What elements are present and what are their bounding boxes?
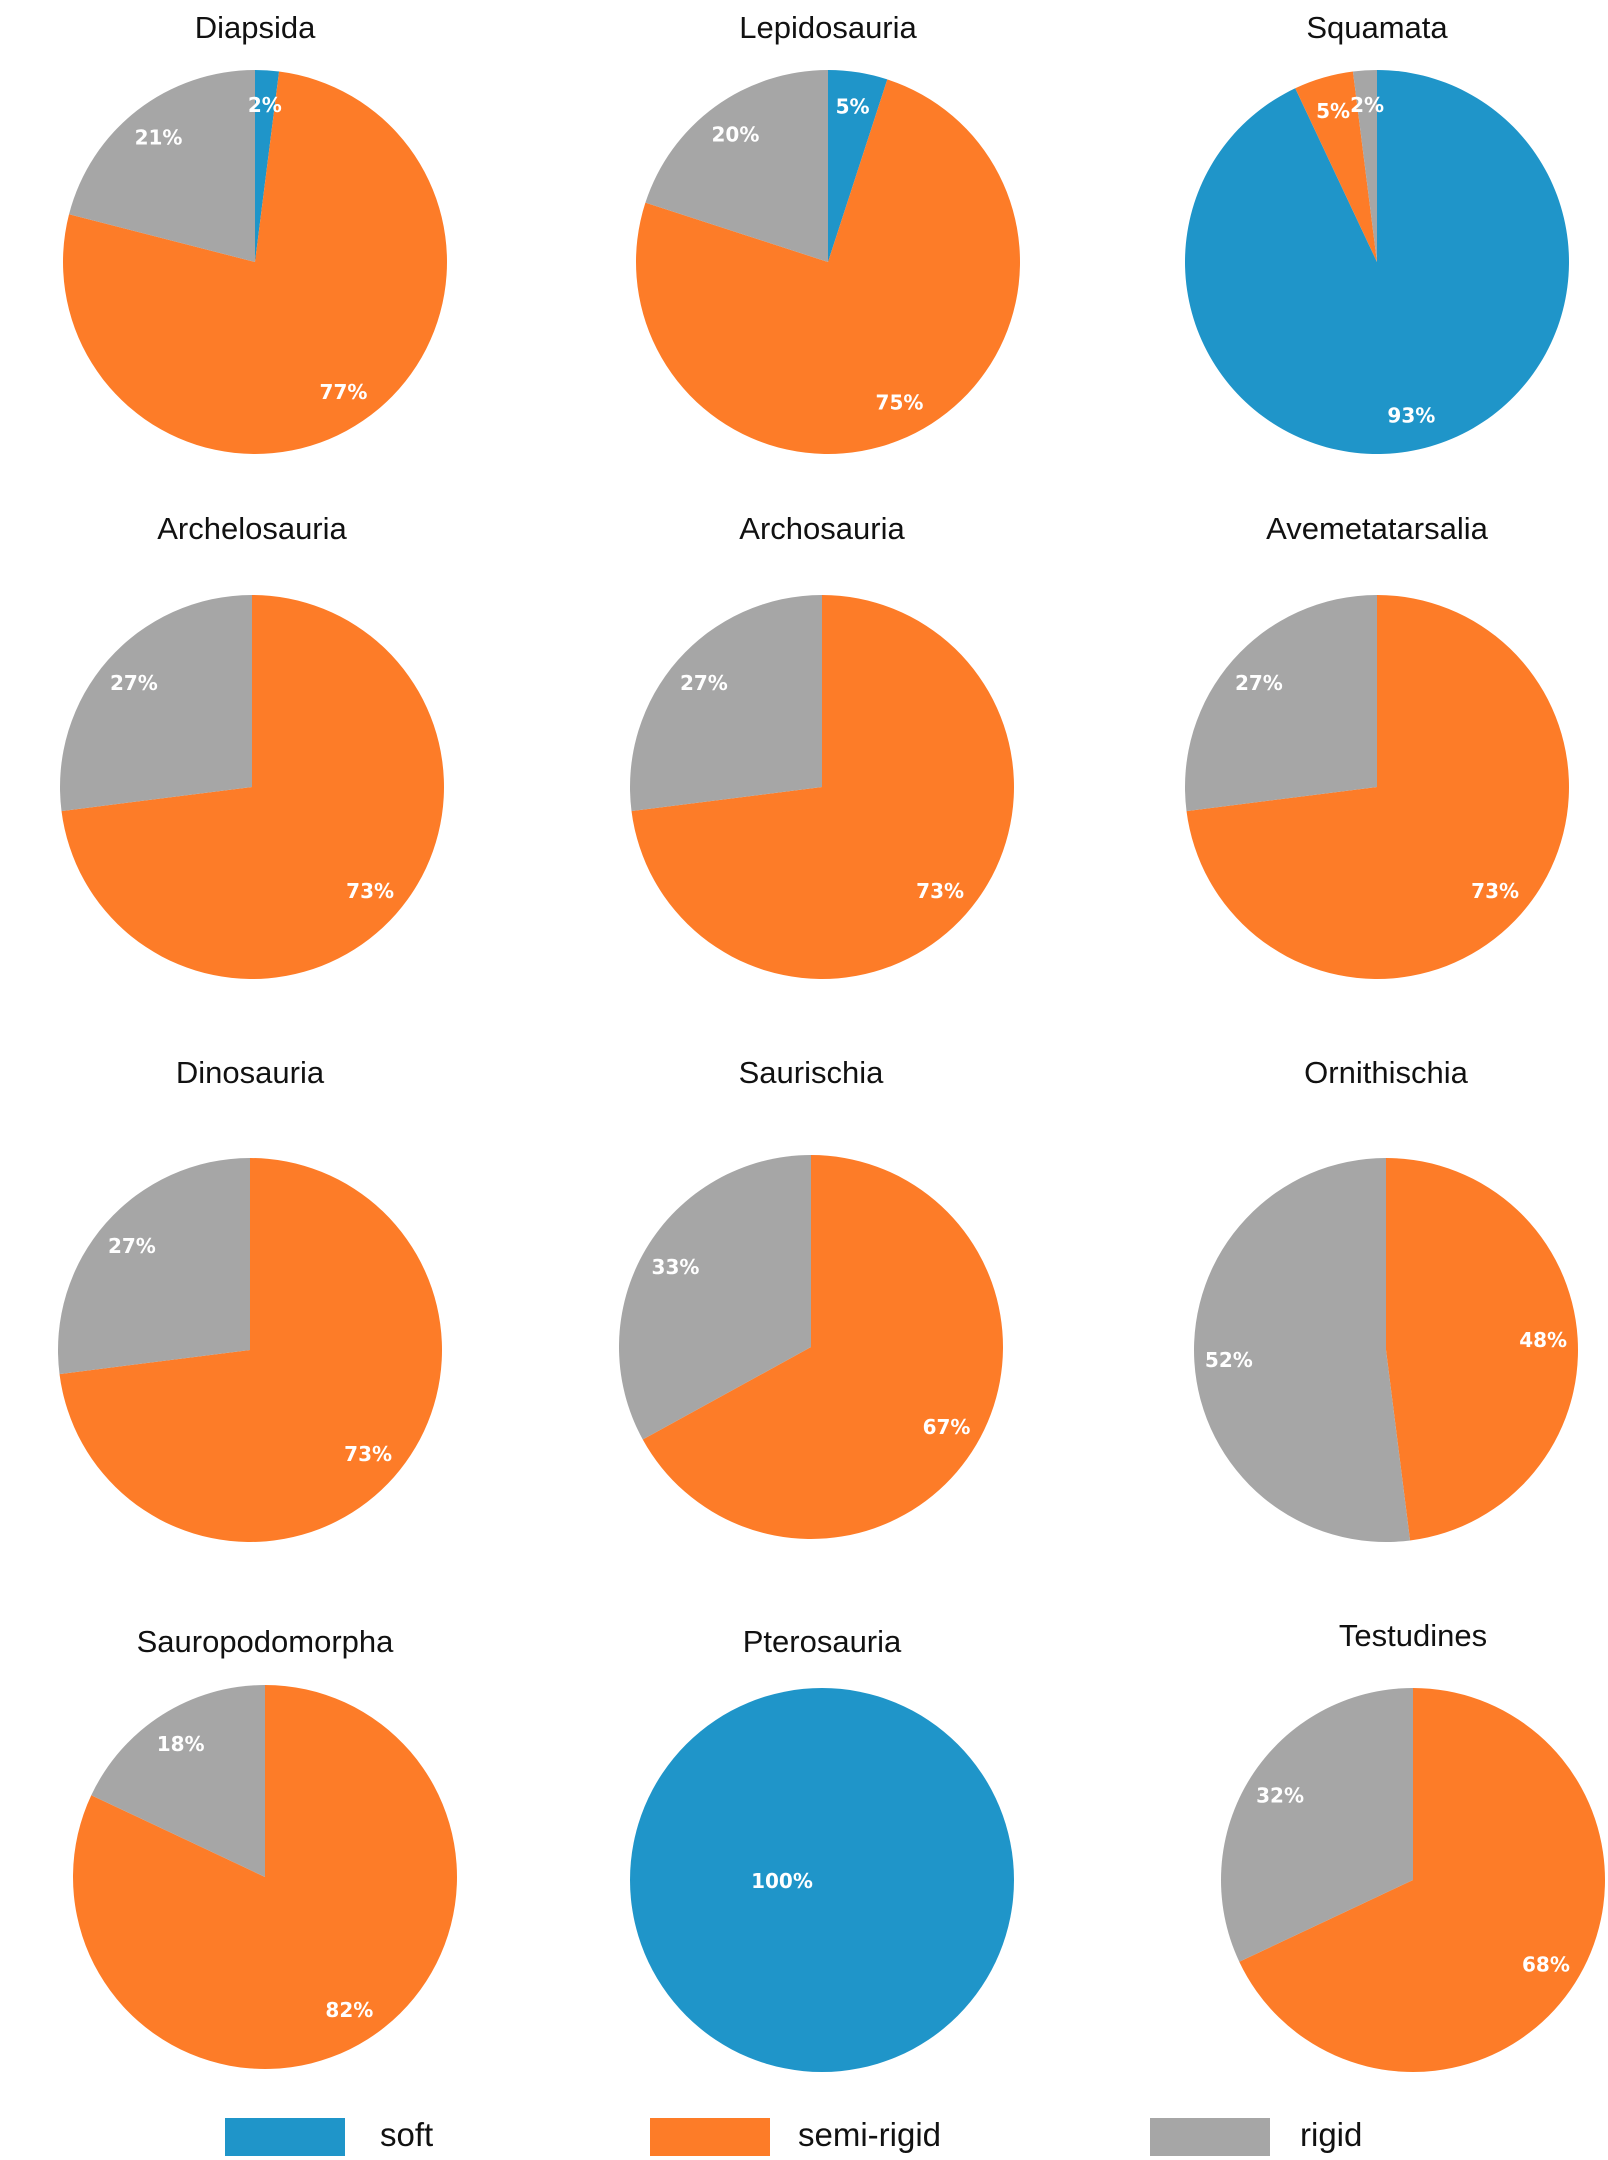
pie-title: Dinosauria [175, 1055, 325, 1090]
pie-title: Pterosauria [742, 1624, 902, 1659]
slice-label-rigid: 33% [652, 1255, 700, 1279]
legend-swatch-rigid [1150, 2118, 1270, 2156]
slice-label-soft: 93% [1387, 404, 1435, 428]
pie-chart: 93% 5% 2% [1185, 70, 1569, 454]
slice-label-semi-rigid: 73% [916, 879, 964, 903]
pie-chart: 73% 27% [59, 595, 444, 979]
pie-slice-rigid [645, 70, 828, 262]
pie-slice-rigid [59, 595, 252, 812]
pie-slice-rigid [69, 70, 255, 262]
pie-slice-semi-rigid [642, 1155, 1003, 1539]
slice-label-semi-rigid: 48% [1519, 1328, 1567, 1352]
pie-chart: 73% 27% [630, 595, 1014, 979]
slice-label-rigid: 32% [1256, 1784, 1304, 1808]
pie-slice-semi-rigid [631, 595, 1014, 979]
slice-label-semi-rigid: 82% [325, 1998, 373, 2022]
pie-chart: 100% [630, 1688, 1014, 2072]
pie-slice-rigid [1221, 1688, 1413, 1962]
slice-label-soft: 5% [836, 94, 870, 118]
pie-slice-rigid [619, 1155, 811, 1440]
legend-label-rigid: rigid [1300, 2116, 1363, 2153]
pie-title: Avemetatarsalia [1266, 511, 1488, 546]
pie-title: Diapsida [194, 10, 316, 45]
slice-label-semi-rigid: 67% [923, 1415, 971, 1439]
pie-slice-soft [255, 70, 280, 262]
pie-slice-rigid [1185, 595, 1377, 812]
pie-slice-rigid [630, 595, 822, 812]
slice-label-semi-rigid: 68% [1522, 1952, 1570, 1976]
pie-slice-soft [630, 1688, 1014, 2072]
slice-label-rigid: 2% [1350, 93, 1384, 117]
slice-label-rigid: 21% [135, 126, 183, 150]
slice-label-semi-rigid: 75% [876, 390, 924, 414]
pie-slice-semi-rigid [1386, 1158, 1578, 1541]
slice-label-rigid: 52% [1205, 1348, 1253, 1372]
slice-label-semi-rigid: 5% [1316, 99, 1350, 123]
pie-chart: 5% 75% 20% [636, 70, 1020, 454]
pie-slice-semi-rigid [73, 1685, 457, 2069]
legend-label-soft: soft [380, 2116, 434, 2153]
pie-chart: 73% 27% [57, 1158, 442, 1542]
pie-title: Testudines [1338, 1618, 1488, 1653]
pie-title: Lepidosauria [739, 10, 917, 45]
legend-swatch-semi-rigid [650, 2118, 770, 2156]
slice-label-semi-rigid: 77% [320, 380, 368, 404]
pie-slice-semi-rigid [1295, 71, 1377, 262]
pie-title: Archelosauria [157, 511, 347, 546]
pie-chart: 2% 77% 21% [62, 70, 447, 455]
legend-swatch-soft [225, 2118, 345, 2156]
slice-label-rigid: 18% [157, 1732, 205, 1756]
slice-label-rigid: 20% [712, 123, 760, 147]
slice-label-rigid: 27% [1235, 671, 1283, 695]
pie-chart: 82% 18% [73, 1685, 457, 2069]
pie-title: Sauropodomorpha [136, 1624, 394, 1659]
pie-chart: 67% 33% [619, 1155, 1003, 1539]
slice-label-semi-rigid: 73% [344, 1442, 392, 1466]
slice-label-rigid: 27% [680, 671, 728, 695]
pie-title: Squamata [1306, 10, 1448, 45]
pie-slice-semi-rigid [62, 71, 447, 455]
slice-label-semi-rigid: 73% [1471, 879, 1519, 903]
pie-slice-semi-rigid [59, 1158, 442, 1542]
pie-slice-semi-rigid [1186, 595, 1569, 979]
pie-chart: 68% 32% [1221, 1688, 1605, 2072]
pie-slice-rigid [1194, 1158, 1411, 1542]
slice-label-soft: 100% [751, 1869, 813, 1893]
slice-label-rigid: 27% [110, 671, 158, 695]
pie-slice-semi-rigid [61, 595, 444, 979]
pie-slice-rigid [1352, 70, 1377, 262]
pie-title: Ornithischia [1304, 1055, 1468, 1090]
pie-slice-soft [828, 70, 888, 262]
pie-chart: 48% 52% [1194, 1158, 1578, 1542]
pie-title: Archosauria [739, 511, 905, 546]
pie-slice-rigid [57, 1158, 250, 1375]
slice-label-soft: 2% [248, 93, 282, 117]
pie-slice-semi-rigid [1239, 1688, 1605, 2072]
legend-label-semi-rigid: semi-rigid [798, 2116, 942, 2153]
pie-slice-semi-rigid [636, 79, 1020, 454]
pie-slice-rigid [91, 1685, 265, 1877]
pie-title: Saurischia [738, 1055, 884, 1090]
pie-chart: 73% 27% [1185, 595, 1569, 979]
slice-label-semi-rigid: 73% [346, 879, 394, 903]
slice-label-rigid: 27% [108, 1234, 156, 1258]
